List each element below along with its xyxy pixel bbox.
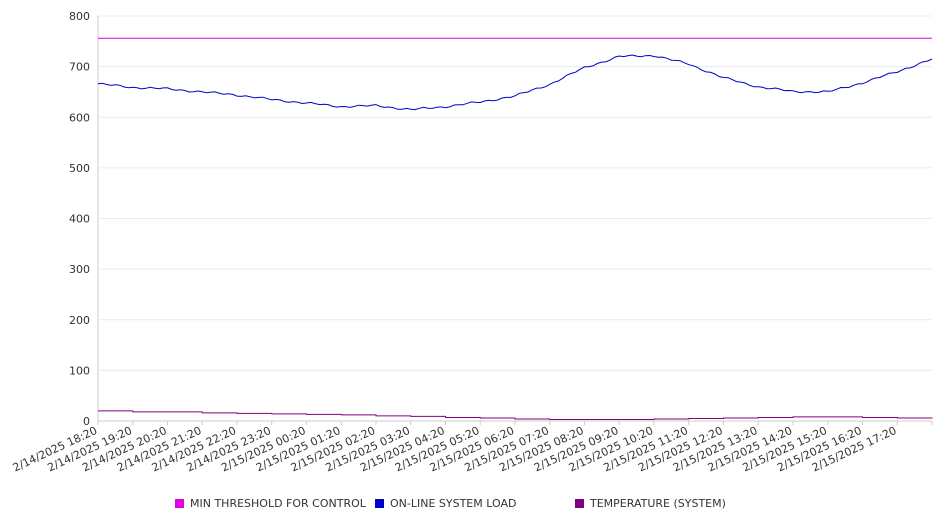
y-tick-label: 500 bbox=[69, 162, 90, 175]
y-tick-label: 600 bbox=[69, 111, 90, 124]
y-axis-ticks: 0 100 200 300 400 500 600 700 800 bbox=[69, 10, 90, 428]
legend-swatch-threshold bbox=[175, 499, 184, 508]
x-axis-ticks: 2/14/2025 18:202/14/2025 19:202/14/2025 … bbox=[11, 421, 933, 474]
legend-item-threshold[interactable]: MIN THRESHOLD FOR CONTROL bbox=[175, 497, 366, 510]
legend-label-system-load: ON-LINE SYSTEM LOAD bbox=[390, 497, 517, 510]
y-tick-label: 700 bbox=[69, 61, 90, 74]
grid-lines bbox=[98, 15, 932, 422]
y-tick-label: 300 bbox=[69, 263, 90, 276]
y-tick-label: 400 bbox=[69, 213, 90, 226]
legend-swatch-temperature bbox=[575, 499, 584, 508]
legend-label-threshold: MIN THRESHOLD FOR CONTROL bbox=[190, 497, 366, 510]
series-lines bbox=[97, 37, 933, 420]
legend-label-temperature: TEMPERATURE (SYSTEM) bbox=[590, 497, 726, 510]
y-tick-label: 0 bbox=[83, 415, 90, 428]
series-line-system-load bbox=[97, 54, 933, 111]
legend-item-temperature[interactable]: TEMPERATURE (SYSTEM) bbox=[575, 497, 726, 510]
y-tick-label: 200 bbox=[69, 314, 90, 327]
series-line-temperature bbox=[98, 410, 933, 420]
legend-swatch-system-load bbox=[375, 499, 384, 508]
y-tick-label: 100 bbox=[69, 364, 90, 377]
legend: MIN THRESHOLD FOR CONTROL ON-LINE SYSTEM… bbox=[0, 497, 946, 515]
legend-item-system-load[interactable]: ON-LINE SYSTEM LOAD bbox=[375, 497, 516, 510]
y-tick-label: 800 bbox=[69, 10, 90, 23]
